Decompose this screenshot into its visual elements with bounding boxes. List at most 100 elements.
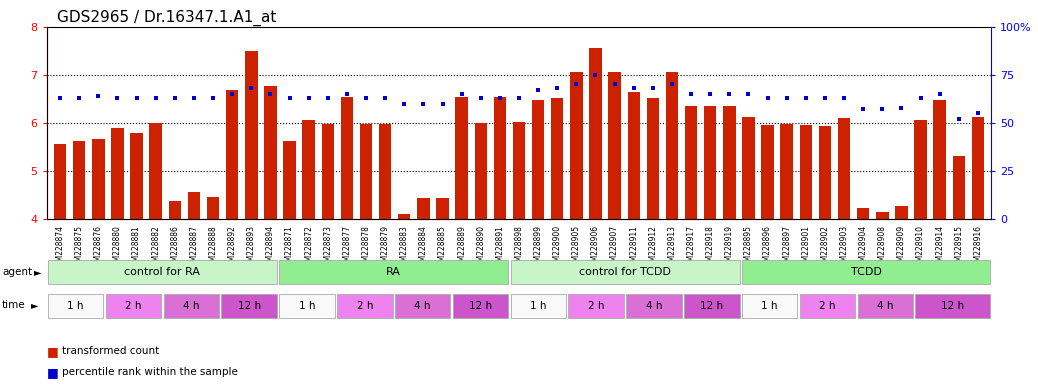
Bar (283, 141, 296, 219)
Text: 4 h: 4 h (183, 301, 199, 311)
Text: 4 h: 4 h (877, 301, 894, 311)
Point (415, 101, 432, 107)
Bar (647, 98, 659, 219)
Point (740, 91, 757, 97)
Point (472, 95, 489, 101)
FancyBboxPatch shape (857, 294, 913, 318)
FancyBboxPatch shape (48, 294, 104, 318)
Bar (570, 73, 582, 219)
Bar (436, 198, 448, 219)
Point (874, 106, 891, 113)
Text: 2 h: 2 h (356, 301, 373, 311)
Bar (417, 198, 430, 219)
Bar (188, 192, 200, 219)
Bar (799, 125, 812, 219)
Bar (914, 120, 927, 219)
Text: 4 h: 4 h (414, 301, 431, 311)
Text: 12 h: 12 h (941, 301, 964, 311)
Point (338, 91, 355, 97)
Bar (685, 106, 698, 219)
Bar (226, 90, 239, 219)
Point (320, 95, 336, 101)
Point (147, 95, 164, 101)
FancyBboxPatch shape (48, 260, 277, 284)
Point (836, 95, 852, 101)
Bar (665, 73, 678, 219)
Text: 2 h: 2 h (588, 301, 604, 311)
Bar (379, 124, 391, 219)
Text: control for TCDD: control for TCDD (579, 266, 671, 277)
Text: 2 h: 2 h (126, 301, 142, 311)
Point (663, 81, 680, 88)
Bar (54, 144, 66, 219)
Text: 12 h: 12 h (701, 301, 723, 311)
Text: agent: agent (2, 267, 32, 277)
Point (109, 95, 126, 101)
Bar (302, 121, 315, 219)
Point (817, 95, 834, 101)
Point (626, 85, 643, 91)
Bar (781, 124, 793, 219)
Text: 1 h: 1 h (67, 301, 84, 311)
Bar (360, 124, 373, 219)
FancyBboxPatch shape (453, 294, 509, 318)
Bar (704, 106, 716, 219)
Bar (895, 206, 907, 219)
FancyBboxPatch shape (742, 294, 797, 318)
Text: transformed count: transformed count (62, 346, 160, 356)
Point (263, 91, 279, 97)
Text: percentile rank within the sample: percentile rank within the sample (62, 367, 238, 377)
FancyBboxPatch shape (569, 294, 624, 318)
Text: 1 h: 1 h (299, 301, 316, 311)
Text: 2 h: 2 h (819, 301, 836, 311)
Bar (876, 212, 889, 219)
Bar (933, 100, 946, 219)
FancyBboxPatch shape (511, 294, 566, 318)
FancyBboxPatch shape (279, 294, 334, 318)
Text: control for RA: control for RA (125, 266, 200, 277)
Bar (513, 122, 525, 219)
Point (300, 95, 317, 101)
Point (492, 95, 509, 101)
Point (606, 81, 623, 88)
Bar (245, 51, 257, 219)
Point (645, 85, 661, 91)
Point (969, 110, 986, 116)
Text: 1 h: 1 h (761, 301, 777, 311)
Text: TCDD: TCDD (850, 266, 881, 277)
Bar (972, 117, 984, 219)
Point (129, 95, 145, 101)
Bar (207, 197, 219, 219)
Point (243, 85, 260, 91)
Bar (474, 123, 487, 219)
Point (377, 95, 393, 101)
Bar (742, 117, 755, 219)
Point (434, 101, 450, 107)
Text: RA: RA (386, 266, 401, 277)
Bar (265, 86, 277, 219)
Point (358, 95, 375, 101)
Text: time: time (2, 300, 26, 310)
Text: ►: ► (34, 267, 42, 277)
FancyBboxPatch shape (799, 294, 855, 318)
Bar (398, 214, 410, 219)
Bar (73, 141, 85, 219)
Point (721, 91, 738, 97)
Bar (494, 98, 507, 219)
Point (90, 93, 107, 99)
Bar (838, 118, 850, 219)
Text: 12 h: 12 h (238, 301, 261, 311)
Bar (531, 100, 544, 219)
Text: 4 h: 4 h (646, 301, 662, 311)
Bar (456, 98, 468, 219)
Point (931, 91, 948, 97)
Point (951, 116, 967, 122)
Bar (723, 106, 736, 219)
FancyBboxPatch shape (684, 294, 739, 318)
Point (568, 81, 584, 88)
Bar (322, 124, 334, 219)
Point (549, 85, 566, 91)
Point (52, 95, 69, 101)
Bar (608, 73, 621, 219)
Bar (111, 127, 124, 219)
